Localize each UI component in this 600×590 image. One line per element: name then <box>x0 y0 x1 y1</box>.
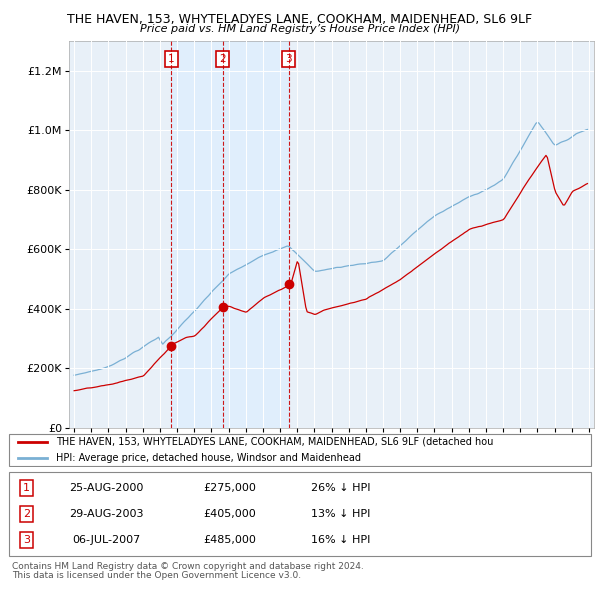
Text: 25-AUG-2000: 25-AUG-2000 <box>69 483 143 493</box>
Text: 29-AUG-2003: 29-AUG-2003 <box>69 509 143 519</box>
Text: Price paid vs. HM Land Registry’s House Price Index (HPI): Price paid vs. HM Land Registry’s House … <box>140 24 460 34</box>
Text: This data is licensed under the Open Government Licence v3.0.: This data is licensed under the Open Gov… <box>12 571 301 580</box>
Text: £275,000: £275,000 <box>203 483 256 493</box>
Text: 2: 2 <box>219 54 226 64</box>
Text: 3: 3 <box>23 535 30 545</box>
Text: 16% ↓ HPI: 16% ↓ HPI <box>311 535 371 545</box>
Text: £405,000: £405,000 <box>203 509 256 519</box>
Text: 3: 3 <box>285 54 292 64</box>
Text: £485,000: £485,000 <box>203 535 256 545</box>
Text: 26% ↓ HPI: 26% ↓ HPI <box>311 483 371 493</box>
FancyBboxPatch shape <box>9 434 591 466</box>
Text: 1: 1 <box>168 54 175 64</box>
Text: 06-JUL-2007: 06-JUL-2007 <box>72 535 140 545</box>
Text: THE HAVEN, 153, WHYTELADYES LANE, COOKHAM, MAIDENHEAD, SL6 9LF (detached hou: THE HAVEN, 153, WHYTELADYES LANE, COOKHA… <box>56 437 493 447</box>
Text: THE HAVEN, 153, WHYTELADYES LANE, COOKHAM, MAIDENHEAD, SL6 9LF: THE HAVEN, 153, WHYTELADYES LANE, COOKHA… <box>67 13 533 26</box>
Bar <box>223 41 289 428</box>
FancyBboxPatch shape <box>9 472 591 556</box>
Text: 2: 2 <box>23 509 30 519</box>
Text: 13% ↓ HPI: 13% ↓ HPI <box>311 509 371 519</box>
Text: HPI: Average price, detached house, Windsor and Maidenhead: HPI: Average price, detached house, Wind… <box>56 454 361 463</box>
Text: 1: 1 <box>23 483 30 493</box>
Text: Contains HM Land Registry data © Crown copyright and database right 2024.: Contains HM Land Registry data © Crown c… <box>12 562 364 571</box>
Bar <box>171 41 223 428</box>
